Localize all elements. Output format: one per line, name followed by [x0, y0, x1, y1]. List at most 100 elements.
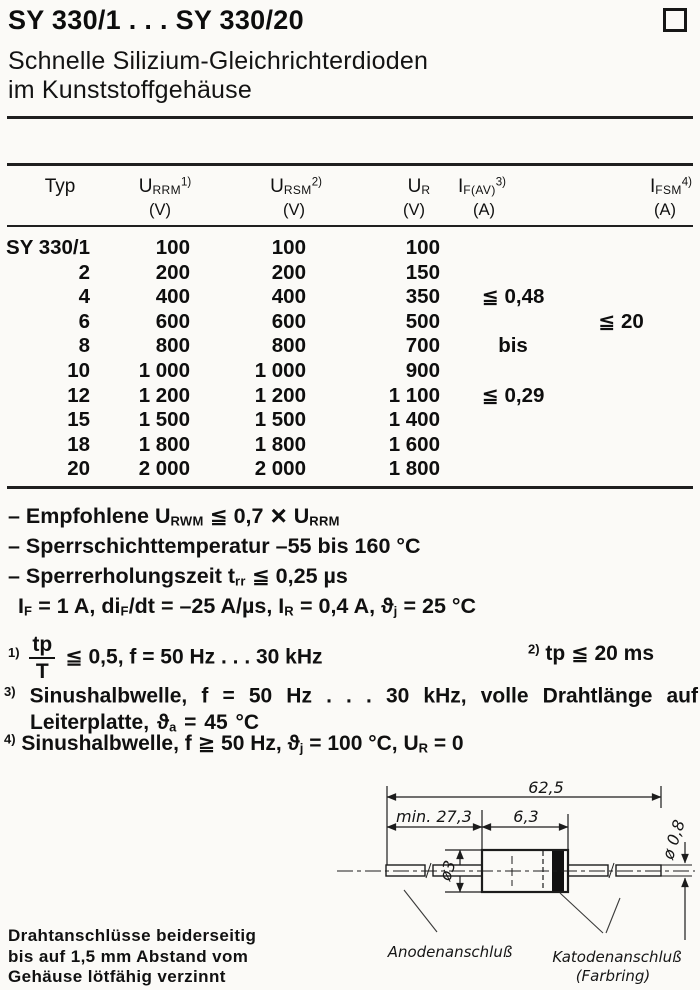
- note-recovery-time: – Sperrerholungszeit trr ≦ 0,25 µs: [8, 564, 348, 589]
- table-cell: 600: [271, 309, 306, 333]
- table-cell: 100: [271, 236, 306, 259]
- col-unit-ifav: (A): [473, 201, 495, 219]
- table-row: 18 1 800 1 800 1 600: [0, 433, 700, 458]
- table-cell: ≦ 20: [598, 309, 644, 333]
- table-cell: 1 200: [138, 383, 190, 407]
- table-cell: 1 800: [254, 432, 306, 456]
- table-cell: 350: [405, 285, 440, 309]
- cathode-label: Katodenanschluß: [552, 948, 681, 966]
- dim-body-label: 6,3: [513, 807, 538, 826]
- col-header-ifav: IF(AV)3): [458, 176, 506, 197]
- table-cell: [586, 334, 656, 359]
- table-cell: 1 600: [388, 432, 440, 456]
- table-cell: 200: [271, 260, 306, 284]
- col-header-ifsm: IFSM4): [649, 176, 693, 197]
- table-cell: 10: [67, 358, 90, 382]
- table-top-rule: [7, 163, 693, 166]
- dim-total-label: 62,5: [528, 778, 564, 797]
- col-header-ur: UR: [407, 176, 431, 197]
- table-cell: [586, 433, 656, 458]
- table-row: 12 1 200 1 200 1 100 ≦ 0,29: [0, 384, 700, 409]
- table-cell: [586, 384, 656, 409]
- table-cell: SY 330/1: [6, 236, 90, 259]
- table-row: 2 200 200 150: [0, 261, 700, 286]
- col-unit-ursm: (V): [283, 201, 305, 219]
- table-cell: 1 100: [388, 383, 440, 407]
- footnote-4: 4) Sinushalbwelle, f ≧ 50 Hz, ϑj = 100 °…: [4, 731, 464, 756]
- note-junction-temp: – Sperrschichttemperatur –55 bis 160 °C: [8, 534, 421, 558]
- table-cell: 700: [405, 334, 440, 358]
- table-cell: 1 000: [138, 358, 190, 382]
- ratings-table-body: SY 330/1 100 100 100 2 200 200 150 4 400 400 350 ≦ 0…: [0, 236, 700, 482]
- table-cell: 1 400: [388, 408, 440, 432]
- table-cell: 600: [155, 309, 190, 333]
- subtitle-line-2: im Kunststoffgehäuse: [8, 76, 252, 104]
- table-cell: [586, 408, 656, 433]
- table-row: 4 400 400 350 ≦ 0,48: [0, 285, 700, 310]
- corner-marker-box: [663, 8, 687, 32]
- col-header-ursm: URSM2): [270, 176, 322, 197]
- dim-lead-dia-label: ø 0,8: [658, 817, 689, 862]
- footnote-1: 1) tp T ≦ 0,5, f = 50 Hz . . . 30 kHz: [8, 633, 323, 683]
- dim-body-dia-label: ø3: [435, 858, 460, 884]
- table-row: 10 1 000 1 000 900: [0, 359, 700, 384]
- table-cell: 400: [155, 285, 190, 309]
- table-cell: ≦ 0,48: [481, 285, 545, 309]
- table-cell: [440, 408, 586, 433]
- table-cell: 100: [155, 236, 190, 259]
- col-header-typ: Typ: [44, 176, 76, 197]
- table-cell: [440, 433, 586, 458]
- col-unit-urrm: (V): [149, 201, 171, 219]
- note-test-conditions: IF = 1 A, diF/dt = –25 A/µs, IR = 0,4 A,…: [18, 594, 476, 619]
- table-row: SY 330/1 100 100 100: [0, 236, 700, 261]
- cathode-sub-label: (Farbring): [576, 967, 651, 985]
- table-cell: [440, 457, 586, 482]
- footnote-3: 3) Sinushalbwelle, f = 50 Hz . . . 30 kH…: [4, 684, 698, 734]
- table-cell: [586, 261, 656, 286]
- solder-note-line-1: Drahtanschlüsse beiderseitig: [8, 926, 257, 945]
- table-cell: 150: [405, 260, 440, 284]
- page-subtitle: Schnelle Silizium-Gleichrichterdioden im…: [8, 47, 428, 105]
- table-cell: 2 000: [254, 457, 306, 481]
- table-cell: 500: [405, 309, 440, 333]
- note-urwm: – Empfohlene URWM ≦ 0,7 × URRM: [8, 500, 340, 532]
- table-cell: 1 800: [138, 432, 190, 456]
- table-cell: 20: [67, 457, 90, 481]
- col-unit-ur: (V): [403, 201, 425, 219]
- table-row: 15 1 500 1 500 1 400: [0, 408, 700, 433]
- table-cell: ≦ 0,29: [481, 383, 545, 407]
- table-header-rule: [7, 225, 693, 227]
- dimension-lines: [386, 786, 692, 940]
- table-cell: 2: [78, 260, 90, 284]
- table-cell: [586, 236, 656, 261]
- table-cell: 800: [155, 334, 190, 358]
- diode-body: [337, 848, 695, 894]
- table-cell: 100: [405, 236, 440, 259]
- table-cell: 18: [67, 432, 90, 456]
- col-header-urrm: URRM1): [138, 176, 192, 197]
- cathode-color-ring: [552, 851, 564, 891]
- table-cell: 1 800: [388, 457, 440, 481]
- table-cell: [586, 285, 656, 310]
- table-cell: 8: [78, 334, 90, 358]
- anode-label: Anodenanschluß: [387, 943, 513, 961]
- table-cell: [586, 359, 656, 384]
- table-cell: 400: [271, 285, 306, 309]
- table-cell: [586, 457, 656, 482]
- package-outline-drawing: 62,5 min. 27,3 6,3 ø3 ø 0,8 Anodenanschl…: [337, 778, 695, 985]
- page-title: SY 330/1 . . . SY 330/20: [8, 5, 304, 35]
- solder-note-line-2: bis auf 1,5 mm Abstand vom: [8, 946, 249, 966]
- table-cell: bis: [498, 334, 528, 358]
- solder-note-line-3: Gehäuse lötfähig verzinnt: [8, 967, 226, 986]
- table-cell: 6: [78, 309, 90, 333]
- table-header-row: Typ URRM1) URSM2) UR IF(AV)3) IFSM4) (V)…: [0, 166, 700, 225]
- table-cell: 1 500: [254, 408, 306, 432]
- table-cell: 2 000: [138, 457, 190, 481]
- table-cell: 4: [78, 285, 90, 309]
- table-row: 6 600 600 500 ≦ 20: [0, 310, 700, 335]
- table-cell: 12: [67, 383, 90, 407]
- col-unit-ifsm: (A): [654, 201, 676, 219]
- table-cell: [440, 310, 586, 335]
- table-cell: 1 500: [138, 408, 190, 432]
